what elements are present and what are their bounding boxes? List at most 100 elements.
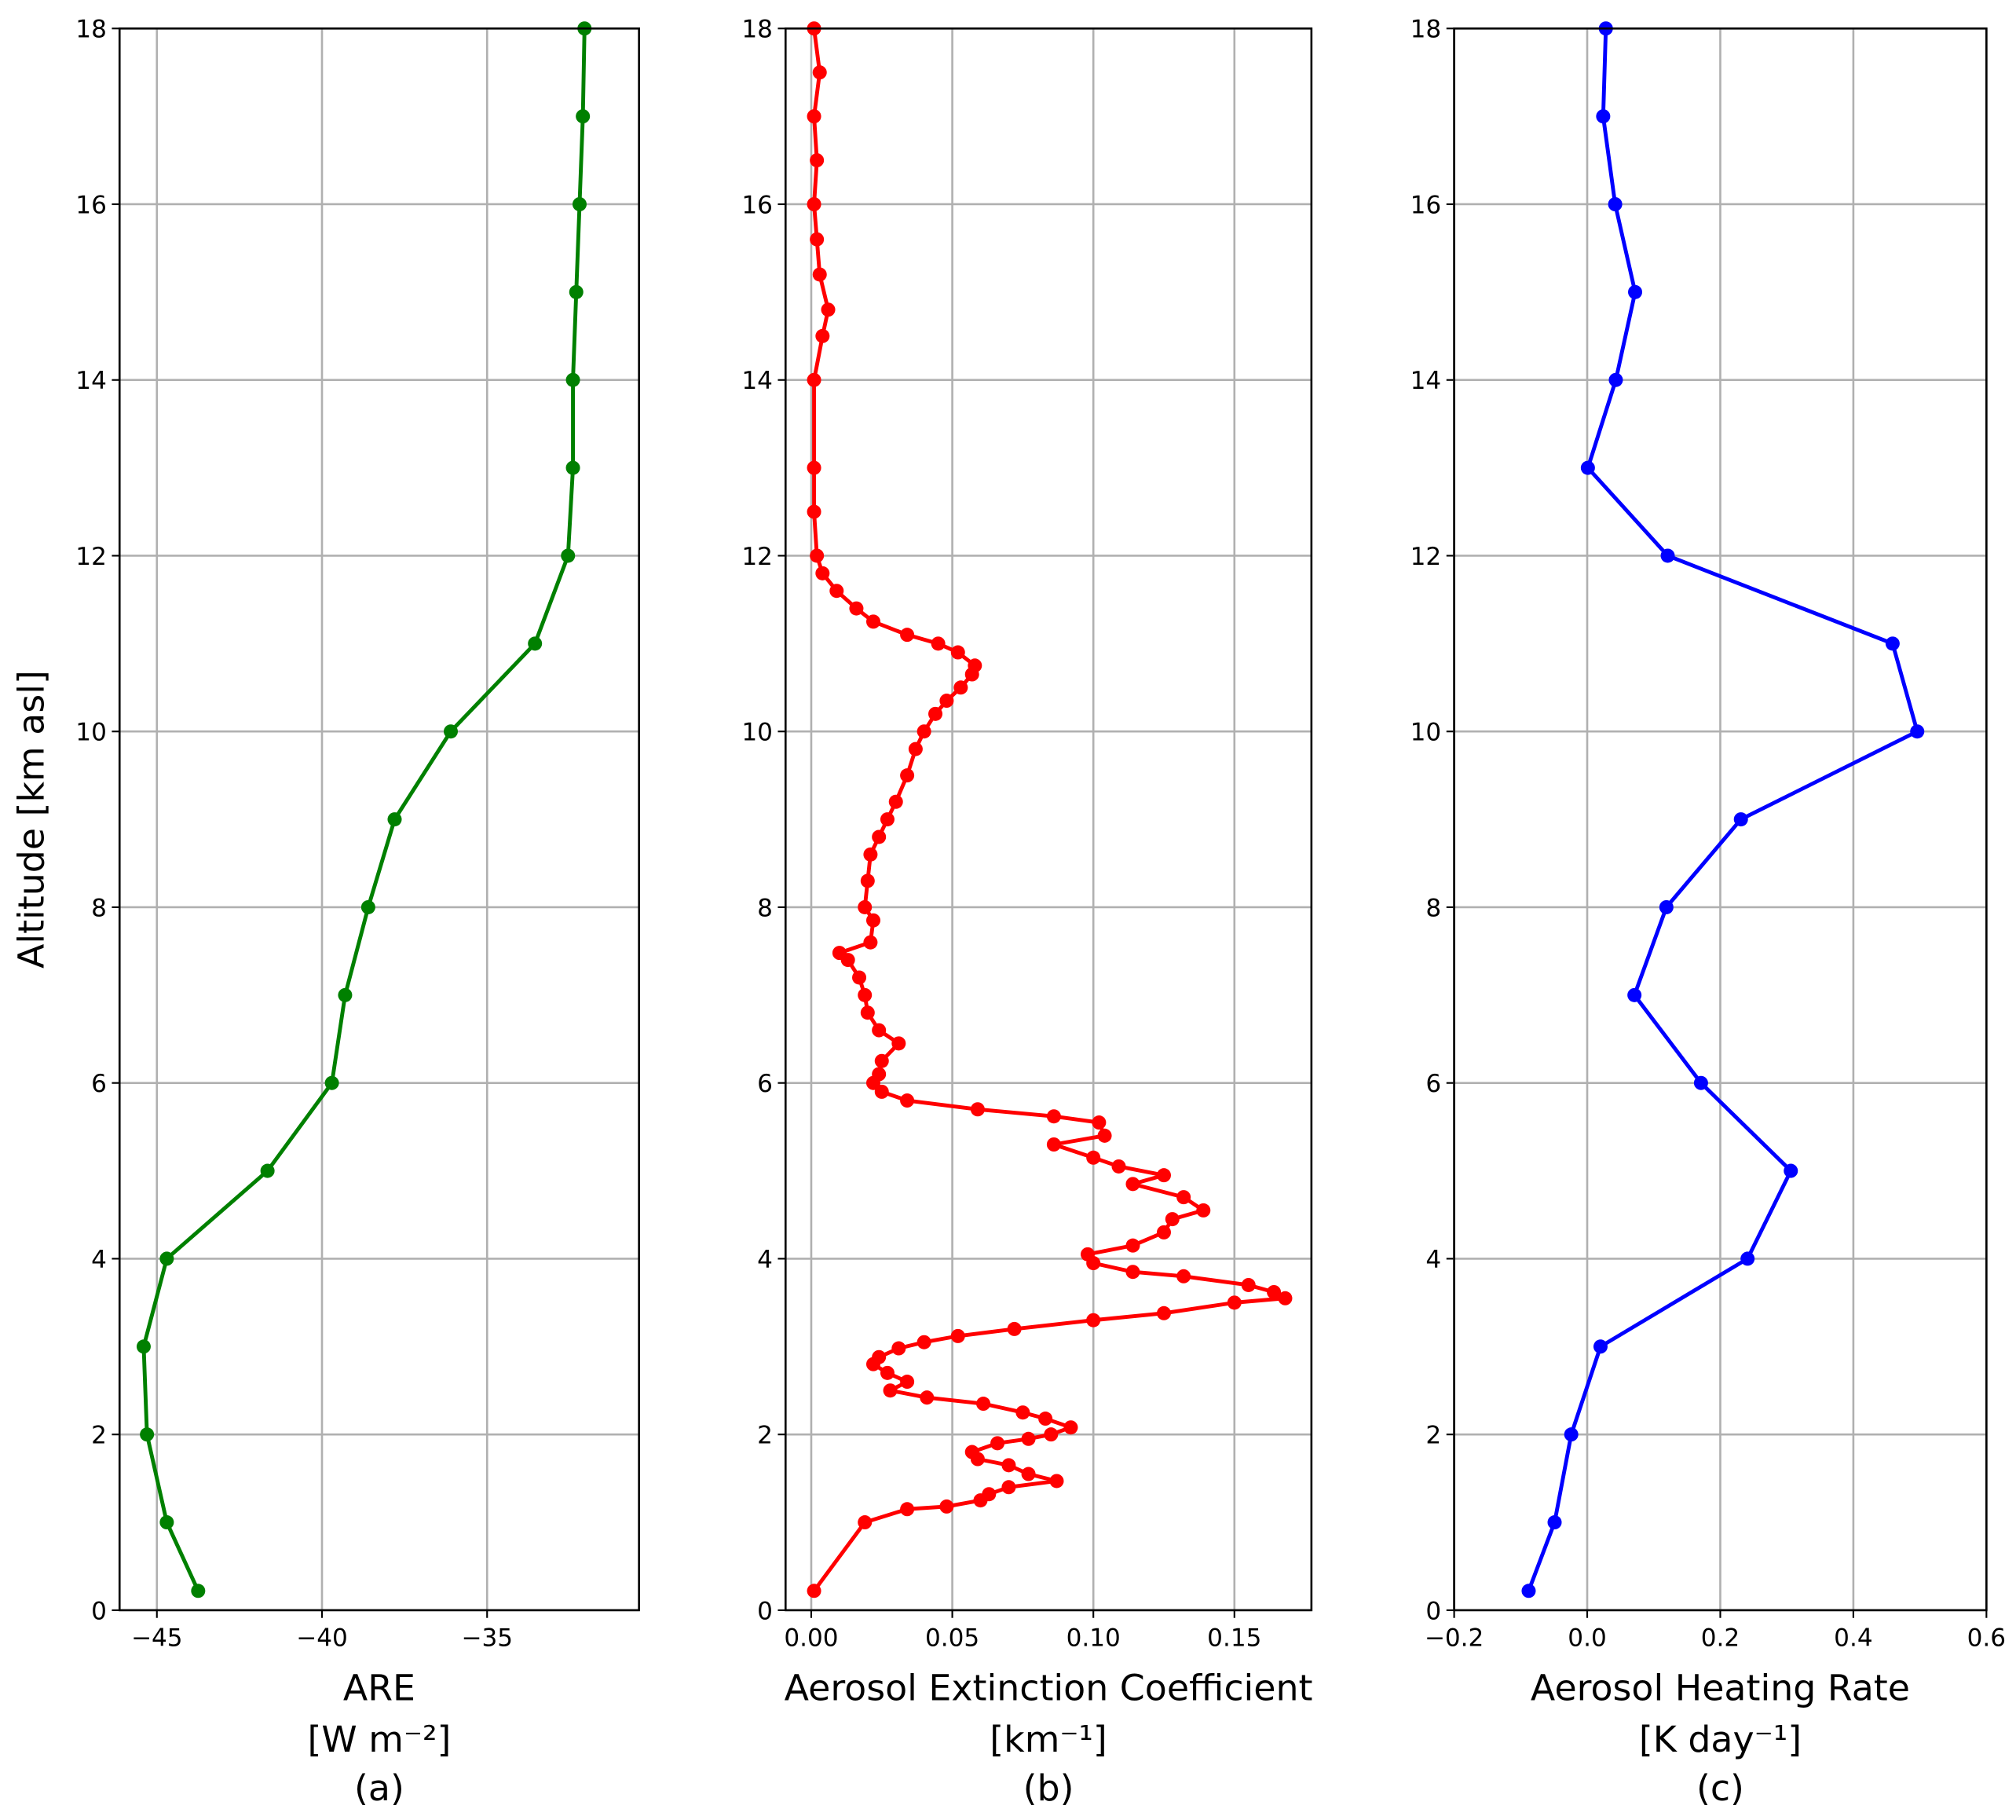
data-point — [872, 1067, 887, 1082]
data-point — [1086, 1150, 1101, 1165]
x-axis-unit: [km⁻¹] — [990, 1718, 1107, 1760]
data-point — [807, 372, 821, 387]
data-point — [860, 1005, 875, 1020]
data-point — [872, 829, 887, 844]
data-point — [832, 946, 847, 961]
data-point — [849, 601, 864, 616]
data-point — [858, 1515, 873, 1530]
y-tick-label: 6 — [757, 1070, 773, 1098]
data-point — [1015, 1405, 1030, 1420]
data-point — [807, 109, 821, 124]
data-point — [1740, 1251, 1755, 1266]
data-point — [821, 302, 836, 317]
data-point — [863, 935, 878, 950]
y-tick-label: 0 — [757, 1597, 773, 1625]
data-point — [1227, 1295, 1242, 1310]
data-point — [810, 548, 825, 563]
data-point — [1156, 1168, 1171, 1183]
data-point — [528, 636, 543, 651]
data-point — [908, 742, 923, 756]
y-tick-label: 4 — [91, 1246, 107, 1274]
y-tick-label: 18 — [75, 16, 107, 44]
data-point — [1156, 1305, 1171, 1320]
data-point — [900, 768, 915, 783]
data-point — [891, 1341, 906, 1356]
data-point — [443, 724, 458, 739]
y-tick-label: 6 — [1425, 1070, 1441, 1098]
data-point — [1111, 1159, 1126, 1174]
data-point — [863, 847, 878, 862]
data-point — [807, 1584, 821, 1598]
data-point — [1097, 1128, 1112, 1143]
x-tick-label: −45 — [131, 1624, 183, 1653]
y-tick-label: 12 — [75, 543, 107, 571]
data-point — [1521, 1584, 1536, 1598]
data-point — [900, 1375, 915, 1390]
data-point — [324, 1075, 339, 1090]
data-point — [140, 1427, 155, 1442]
y-tick-label: 14 — [741, 367, 773, 395]
y-tick-label: 16 — [1410, 191, 1442, 219]
x-tick-label: 0.15 — [1207, 1624, 1261, 1653]
y-tick-label: 4 — [757, 1246, 773, 1274]
data-point — [260, 1163, 275, 1178]
data-point — [1733, 812, 1748, 827]
x-tick-label: −35 — [461, 1624, 513, 1653]
data-point — [900, 1502, 915, 1517]
data-point — [917, 724, 931, 739]
data-point — [900, 1093, 915, 1108]
data-point — [953, 680, 968, 695]
data-point — [939, 694, 954, 709]
data-point — [360, 899, 375, 914]
data-point — [917, 1335, 931, 1349]
y-tick-label: 0 — [1425, 1597, 1441, 1625]
y-tick-label: 2 — [757, 1422, 773, 1450]
data-point — [1628, 284, 1643, 299]
y-tick-label: 10 — [75, 719, 107, 747]
y-tick-label: 10 — [1410, 719, 1442, 747]
x-axis-unit: [K day⁻¹] — [1639, 1718, 1802, 1760]
x-tick-label: −0.2 — [1425, 1624, 1484, 1653]
x-axis-label: Aerosol Extinction Coefficient — [785, 1667, 1313, 1709]
data-point — [1693, 1075, 1708, 1090]
data-point — [1176, 1269, 1191, 1284]
x-tick-label: 0.0 — [1568, 1624, 1606, 1653]
data-point — [1125, 1238, 1140, 1253]
data-point — [874, 1084, 889, 1099]
data-point — [565, 372, 580, 387]
data-point — [1063, 1420, 1078, 1435]
data-point — [1278, 1291, 1293, 1305]
y-tick-label: 16 — [75, 191, 107, 219]
x-axis-label: Aerosol Heating Rate — [1531, 1667, 1910, 1709]
data-point — [1176, 1190, 1191, 1205]
data-point — [1547, 1515, 1562, 1530]
data-point — [1196, 1203, 1211, 1218]
data-point — [931, 636, 946, 651]
data-point — [1267, 1284, 1282, 1299]
data-point — [880, 1365, 895, 1380]
plot-frame — [784, 27, 1313, 1612]
data-point — [807, 504, 821, 519]
data-point — [1608, 196, 1623, 211]
data-point — [865, 614, 880, 629]
panel-label: (a) — [354, 1767, 404, 1809]
data-point — [858, 899, 873, 914]
data-point — [1564, 1427, 1579, 1442]
data-point — [565, 460, 580, 475]
data-point — [1080, 1247, 1096, 1262]
data-point — [812, 65, 827, 80]
data-point — [950, 645, 965, 660]
data-point — [810, 153, 825, 168]
y-tick-label: 6 — [91, 1070, 107, 1098]
data-point — [810, 232, 825, 247]
data-point — [829, 584, 844, 599]
data-point — [815, 328, 830, 343]
data-point — [387, 812, 402, 827]
data-point — [1046, 1109, 1061, 1124]
y-tick-label: 4 — [1425, 1246, 1441, 1274]
data-point — [159, 1515, 174, 1530]
x-tick-label: 0.4 — [1834, 1624, 1872, 1653]
data-point — [860, 873, 875, 888]
data-point — [1580, 460, 1595, 475]
